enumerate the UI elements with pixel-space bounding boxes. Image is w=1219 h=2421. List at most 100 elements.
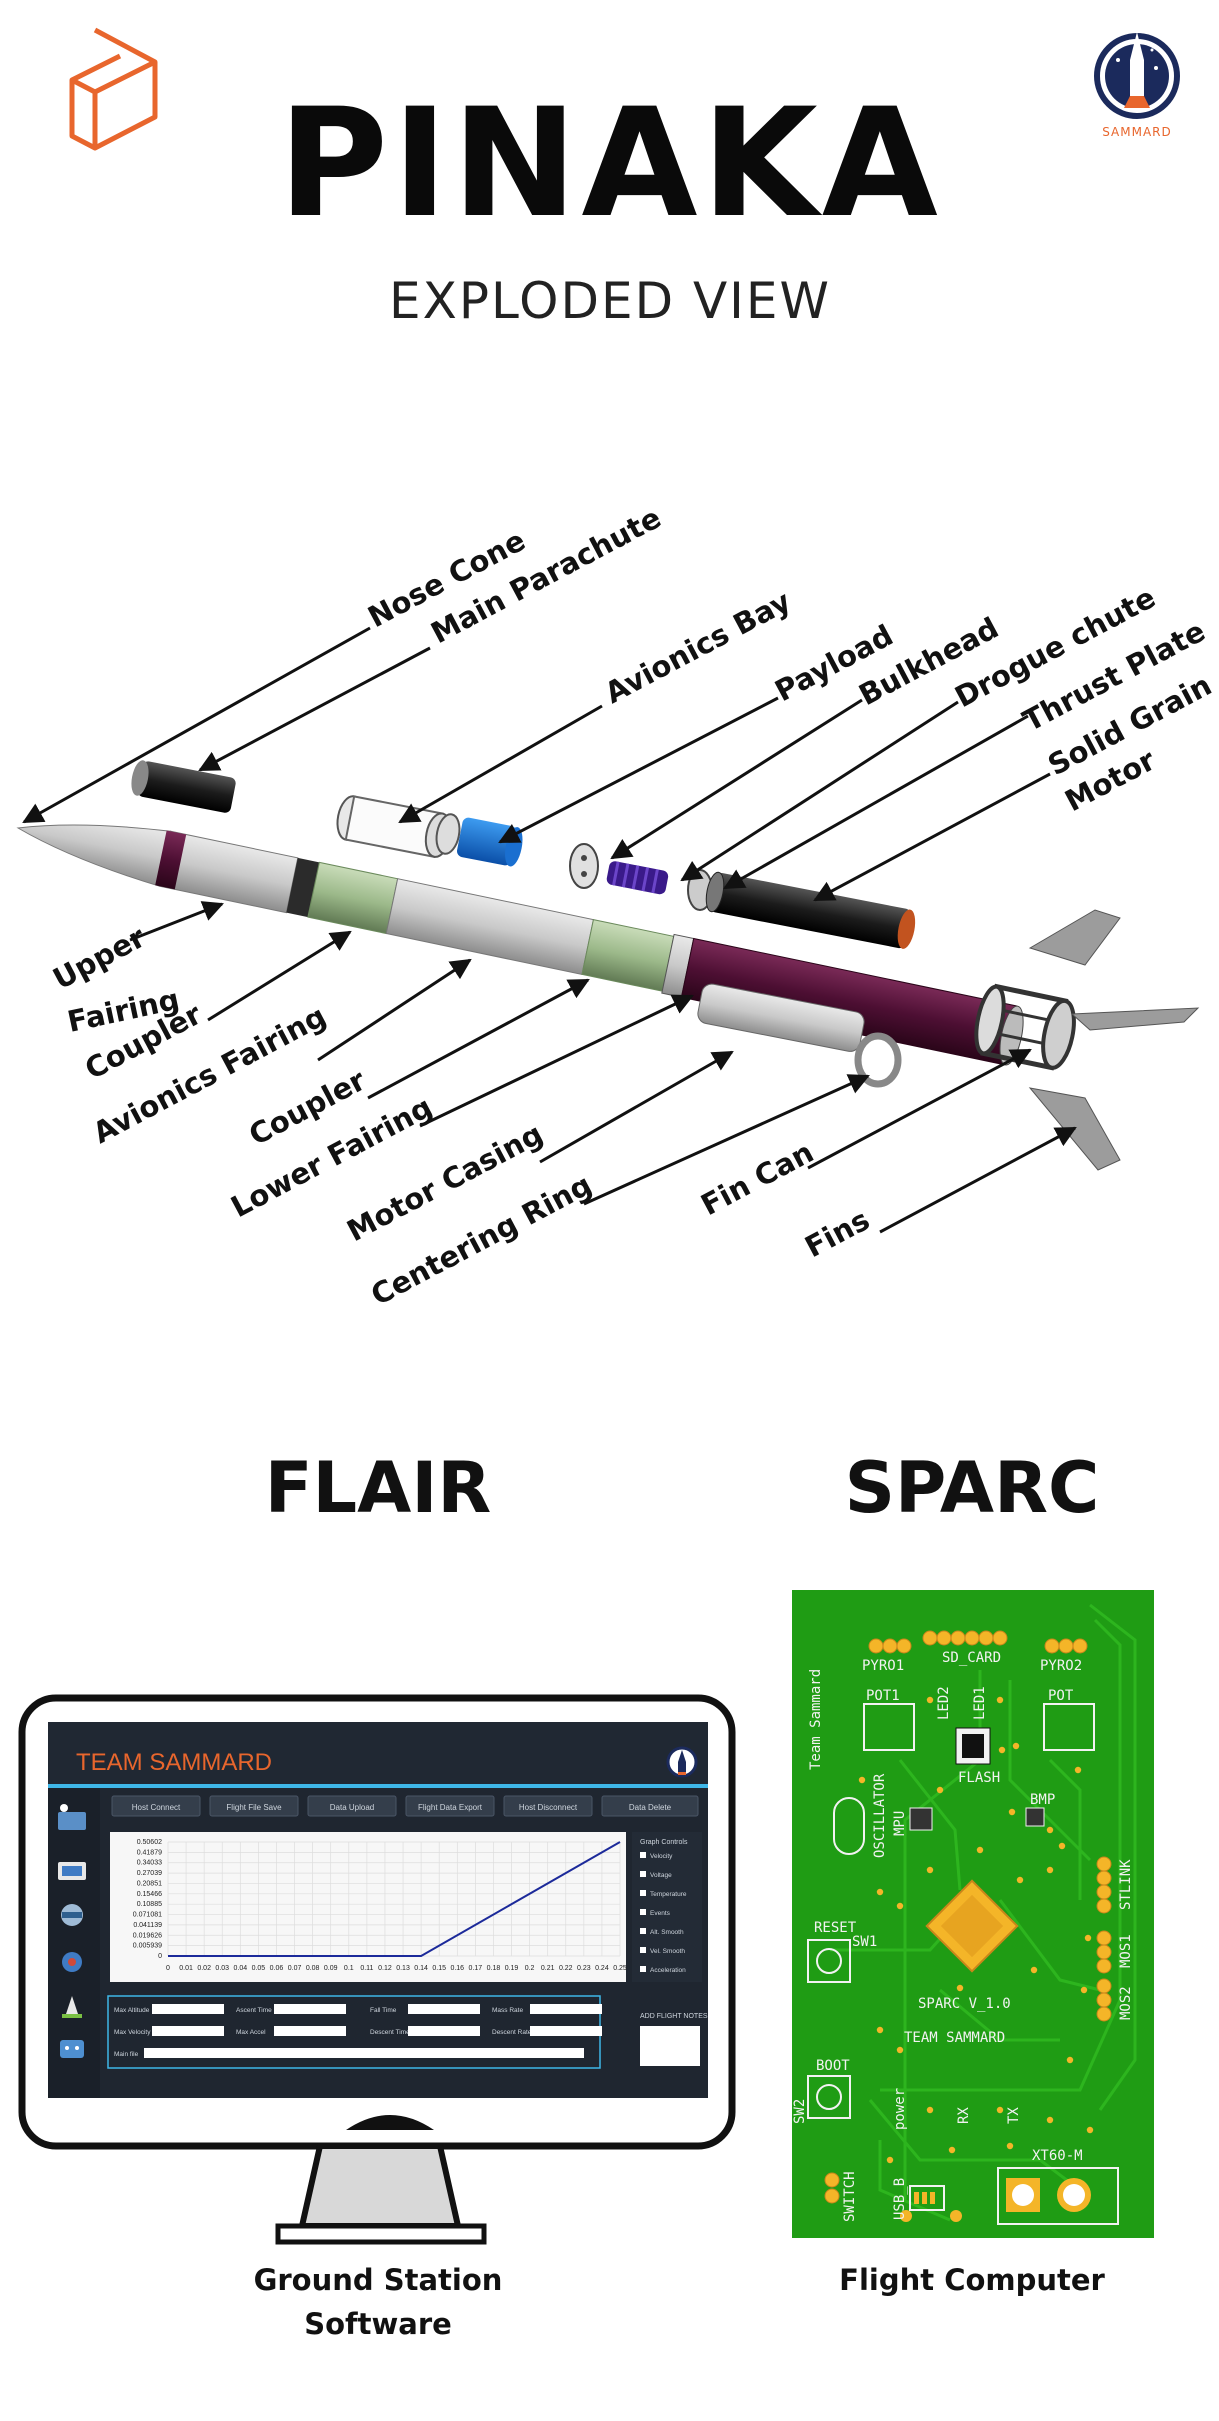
field-input[interactable] bbox=[152, 2004, 224, 2014]
app-button-2[interactable]: Data Upload bbox=[307, 1795, 397, 1817]
silk-team-vertical: Team Sammard bbox=[808, 1669, 824, 1770]
label-fin-can: Fin Can bbox=[695, 1135, 819, 1222]
sidebar-launch-icon[interactable] bbox=[62, 1996, 82, 2018]
silk-bmp: BMP bbox=[1030, 1792, 1055, 1808]
y-tick-label: 0.41879 bbox=[137, 1849, 162, 1856]
sammard-badge-icon: SAMMARD bbox=[1094, 32, 1180, 139]
field-input[interactable] bbox=[408, 2004, 480, 2014]
sparc-title: SPARC bbox=[845, 1447, 1100, 1529]
app-button-label: Data Delete bbox=[629, 1803, 672, 1812]
x-tick-label: 0.19 bbox=[505, 1965, 519, 1972]
pcb-via bbox=[936, 1786, 944, 1794]
sidebar-map-icon[interactable] bbox=[58, 1862, 86, 1880]
sidebar-gear-icon[interactable] bbox=[62, 1952, 82, 1972]
fin-top-part bbox=[1028, 909, 1121, 966]
silk-sd-card: SD_CARD bbox=[942, 1650, 1001, 1666]
graph-control-checkbox[interactable]: Alt. Smooth bbox=[640, 1928, 684, 1936]
app-button-1[interactable]: Flight File Save bbox=[209, 1795, 299, 1817]
x-tick-label: 0.03 bbox=[215, 1965, 229, 1972]
x-tick-label: 0.2 bbox=[525, 1965, 535, 1972]
x-tick-label: 0.09 bbox=[324, 1965, 338, 1972]
graph-control-checkbox[interactable]: Velocity bbox=[640, 1852, 673, 1860]
silk-mpu: MPU bbox=[892, 1811, 908, 1836]
silk-mos1: MOS1 bbox=[1118, 1934, 1134, 1968]
silk-boot: BOOT bbox=[816, 2058, 850, 2074]
flight-notes-input[interactable] bbox=[640, 2026, 700, 2066]
sidebar-home-icon[interactable] bbox=[58, 1804, 86, 1830]
graph-control-label: Vel. Smooth bbox=[650, 1948, 685, 1955]
graph-control-label: Alt. Smooth bbox=[650, 1929, 684, 1936]
field-input[interactable] bbox=[274, 2026, 346, 2036]
flair-app-window: TEAM SAMMARD Host Connect Flight File Sav… bbox=[48, 1722, 708, 2098]
field-label: Main file bbox=[114, 2051, 139, 2058]
app-button-4[interactable]: Host Disconnect bbox=[503, 1795, 593, 1817]
silk-pot1: POT1 bbox=[866, 1688, 900, 1704]
fin-right-part bbox=[1070, 1007, 1200, 1031]
pcb-via bbox=[1066, 2056, 1074, 2064]
app-button-0[interactable]: Host Connect bbox=[111, 1795, 201, 1817]
graph-control-label: Velocity bbox=[650, 1853, 673, 1860]
fin-can-part bbox=[974, 983, 1076, 1071]
flair-caption-line2: Software bbox=[304, 2307, 452, 2341]
x-tick-label: 0.21 bbox=[541, 1965, 555, 1972]
pcb-via bbox=[996, 1696, 1004, 1704]
coupler-2-part bbox=[581, 919, 675, 992]
graph-control-checkbox[interactable]: Acceleration bbox=[640, 1966, 686, 1974]
field-input[interactable] bbox=[408, 2026, 480, 2036]
x-tick-label: 0.06 bbox=[270, 1965, 284, 1972]
pcb-via bbox=[926, 1866, 934, 1874]
pcb-via bbox=[1058, 1842, 1066, 1850]
graph-control-checkbox[interactable]: Temperature bbox=[640, 1890, 687, 1898]
x-tick-label: 0.14 bbox=[414, 1965, 428, 1972]
coupler-part bbox=[307, 861, 399, 935]
pcb-via bbox=[996, 2106, 1004, 2114]
app-button-label: Flight File Save bbox=[226, 1803, 282, 1812]
drogue-chute-part bbox=[606, 861, 669, 895]
silk-version: SPARC V_1.0 bbox=[918, 1996, 1011, 2012]
field-input[interactable] bbox=[530, 2004, 602, 2014]
field-label: Max Accel bbox=[236, 2029, 266, 2036]
field-input[interactable] bbox=[274, 2004, 346, 2014]
sidebar-robot-icon[interactable] bbox=[60, 2040, 84, 2058]
part-labels: Nose Cone Main Parachute Avionics Bay Pa… bbox=[47, 500, 1217, 1312]
pcb-via bbox=[876, 1888, 884, 1896]
field-input[interactable] bbox=[530, 2026, 602, 2036]
sidebar-satellite-icon[interactable] bbox=[61, 1904, 83, 1926]
y-tick-label: 0.34033 bbox=[137, 1860, 162, 1867]
pcb-via bbox=[1030, 1966, 1038, 1974]
pcb-via bbox=[1016, 1876, 1024, 1884]
avionics-bay-part bbox=[336, 795, 452, 858]
rocket-exploded-diagram bbox=[16, 760, 1200, 1171]
pcb-via bbox=[886, 2156, 894, 2164]
app-button-5[interactable]: Data Delete bbox=[601, 1795, 699, 1817]
y-tick-label: 0.10885 bbox=[137, 1901, 162, 1908]
app-button-3[interactable]: Flight Data Export bbox=[405, 1795, 495, 1817]
graph-control-checkbox[interactable]: Events bbox=[640, 1909, 671, 1917]
leader-lines bbox=[22, 626, 1077, 1234]
pcb-via bbox=[1012, 1742, 1020, 1750]
pcb-via bbox=[1046, 1866, 1054, 1874]
field-input[interactable] bbox=[152, 2026, 224, 2036]
field-input[interactable] bbox=[144, 2048, 584, 2058]
x-tick-label: 0.08 bbox=[306, 1965, 320, 1972]
flair-plot-area[interactable] bbox=[110, 1832, 626, 1982]
cube-logo-icon bbox=[69, 27, 158, 151]
app-button-label: Host Disconnect bbox=[519, 1803, 578, 1812]
label-upper: Upper bbox=[47, 919, 151, 996]
x-tick-label: 0 bbox=[166, 1965, 170, 1972]
pcb-via bbox=[926, 1696, 934, 1704]
silk-oscillator: OSCILLATOR bbox=[872, 1773, 888, 1858]
silk-led1: LED1 bbox=[972, 1686, 988, 1720]
app-button-label: Flight Data Export bbox=[418, 1803, 483, 1812]
add-flight-notes-label: ADD FLIGHT NOTES bbox=[640, 2013, 708, 2020]
page-subtitle: EXPLODED VIEW bbox=[389, 272, 831, 330]
pcb-via bbox=[876, 2026, 884, 2034]
x-tick-label: 0.02 bbox=[197, 1965, 211, 1972]
graph-control-checkbox[interactable]: Voltage bbox=[640, 1871, 672, 1879]
y-tick-label: 0.27039 bbox=[137, 1870, 162, 1877]
x-tick-label: 0.24 bbox=[595, 1965, 609, 1972]
x-tick-label: 0.07 bbox=[288, 1965, 302, 1972]
y-tick-label: 0.071081 bbox=[133, 1912, 162, 1919]
graph-control-checkbox[interactable]: Vel. Smooth bbox=[640, 1947, 685, 1955]
y-tick-label: 0.15466 bbox=[137, 1891, 162, 1898]
